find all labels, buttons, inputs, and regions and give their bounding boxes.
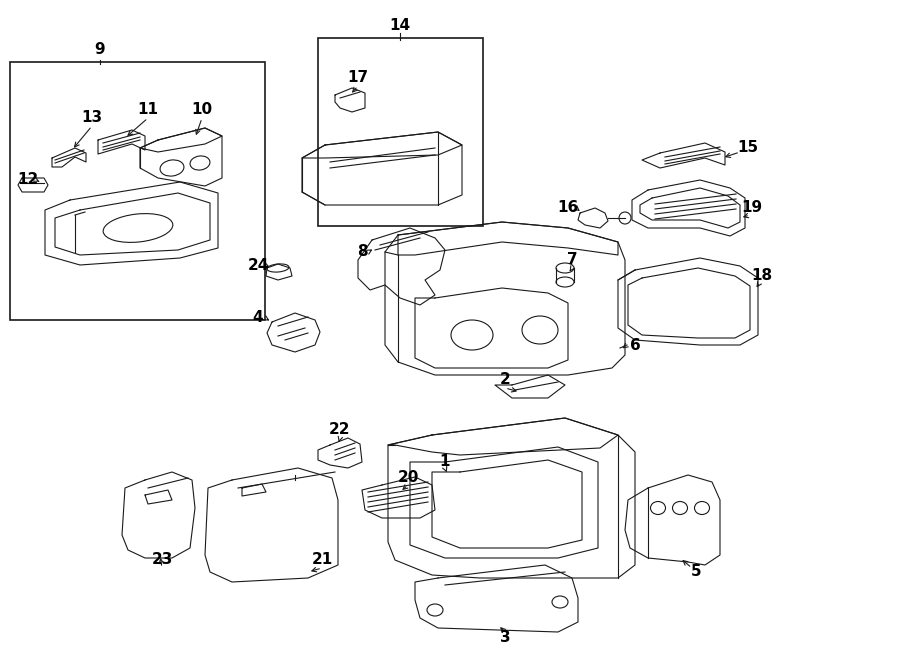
Text: 9: 9 [94, 42, 105, 58]
Text: 2: 2 [500, 373, 510, 387]
Text: 24: 24 [248, 258, 269, 272]
Text: 10: 10 [192, 102, 212, 118]
Text: 23: 23 [151, 553, 173, 568]
Text: 16: 16 [557, 200, 579, 215]
Text: 11: 11 [138, 102, 158, 118]
Text: 22: 22 [329, 422, 351, 438]
Text: 18: 18 [752, 268, 772, 282]
Text: 12: 12 [17, 173, 39, 188]
Text: 20: 20 [397, 471, 418, 485]
Text: 5: 5 [690, 564, 701, 580]
Text: 7: 7 [567, 253, 577, 268]
Text: 6: 6 [630, 338, 641, 352]
Bar [10, 62, 265, 320]
Text: 4: 4 [253, 311, 264, 325]
Text: 3: 3 [500, 631, 510, 646]
Text: 14: 14 [390, 17, 410, 32]
Text: 15: 15 [737, 141, 759, 155]
Text: 21: 21 [311, 553, 333, 568]
Text: 1: 1 [440, 455, 450, 469]
Text: 13: 13 [81, 110, 103, 126]
Bar [318, 38, 483, 226]
Text: 8: 8 [356, 245, 367, 260]
Text: 19: 19 [742, 200, 762, 215]
Bar [318, 38, 483, 226]
Text: 17: 17 [347, 71, 369, 85]
